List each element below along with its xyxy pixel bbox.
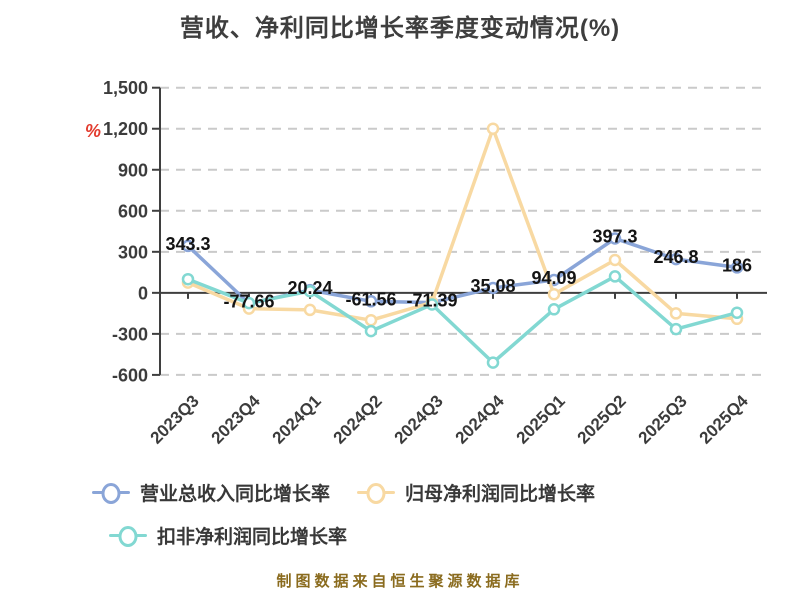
legend-dot-icon [118, 526, 138, 547]
y-axis-unit-label: % [85, 121, 102, 141]
series-marker[interactable] [181, 272, 195, 286]
x-tick-label: 2025Q4 [696, 391, 753, 448]
series-marker[interactable] [547, 287, 561, 301]
series-marker[interactable] [303, 303, 317, 317]
series-marker[interactable] [364, 324, 378, 338]
data-label: 186 [722, 255, 752, 275]
legend-line-marker-icon [357, 482, 395, 504]
legend-dot-icon [366, 483, 386, 504]
footer-note: 制图数据来自恒生聚源数据库 [276, 573, 524, 590]
legend-line-marker-icon [109, 525, 147, 547]
legend-item-1[interactable]: 营业总收入同比增长率 [92, 482, 330, 505]
legend-label: 扣非净利润同比增长率 [157, 526, 348, 548]
x-tick-label: 2024Q1 [269, 391, 325, 447]
data-label: 246.8 [653, 247, 698, 267]
x-tick-label: 2024Q3 [391, 391, 447, 447]
series-marker[interactable] [425, 298, 439, 311]
y-tick-label: 0 [138, 283, 148, 303]
series-marker[interactable] [730, 306, 744, 319]
y-tick-label: 600 [118, 201, 148, 221]
data-label: -77.66 [223, 292, 274, 312]
series-marker[interactable] [242, 296, 256, 310]
y-tick-label: -600 [112, 365, 148, 385]
legend-item-3[interactable]: 扣非净利润同比增长率 [109, 525, 347, 548]
y-tick-label: 900 [118, 160, 148, 180]
series-marker[interactable] [547, 303, 561, 316]
data-label: 94.09 [531, 268, 576, 288]
x-tick-label: 2025Q1 [513, 391, 569, 447]
chart-title: 营收、净利同比增长率季度变动情况(%) [179, 15, 621, 42]
series-marker[interactable] [486, 122, 500, 135]
legend-item-2[interactable]: 归母净利润同比增长率 [357, 482, 595, 505]
legend-label: 营业总收入同比增长率 [140, 483, 331, 505]
series-marker[interactable] [669, 307, 683, 320]
series-line [186, 126, 739, 322]
x-tick-label: 2025Q2 [574, 391, 630, 447]
y-tick-label: 300 [118, 242, 148, 262]
x-tick-label: 2024Q2 [330, 391, 386, 447]
data-label: 20.24 [287, 278, 332, 298]
series-marker[interactable] [608, 232, 622, 245]
data-label: 343.3 [165, 234, 210, 254]
x-tick-label: 2024Q4 [452, 391, 509, 448]
series-marker[interactable] [303, 284, 317, 298]
legend-line-marker-icon [92, 482, 130, 504]
data-label: 397.3 [592, 227, 637, 247]
series-marker[interactable] [486, 281, 500, 295]
series-marker[interactable] [364, 295, 378, 308]
series-marker[interactable] [730, 261, 744, 274]
series-marker[interactable] [669, 252, 683, 266]
x-tick-label: 2025Q3 [635, 391, 691, 447]
series-marker[interactable] [181, 239, 195, 253]
series-marker[interactable] [364, 313, 378, 327]
x-tick-label: 2023Q3 [147, 391, 203, 447]
y-tick-label: 1,200 [103, 119, 148, 139]
x-tick-label: 2023Q4 [208, 391, 265, 448]
data-label: -71.39 [406, 291, 457, 311]
series-marker[interactable] [608, 270, 622, 283]
y-tick-label: -300 [112, 324, 148, 344]
series-marker[interactable] [486, 356, 500, 369]
series-line [186, 274, 739, 365]
data-label: -61.56 [345, 289, 396, 309]
y-tick-label: 1,500 [103, 78, 148, 98]
data-label: 35.08 [470, 276, 515, 296]
legend-label: 归母净利润同比增长率 [405, 483, 596, 505]
legend-dot-icon [101, 483, 121, 504]
series-marker[interactable] [608, 253, 622, 267]
series-marker[interactable] [669, 322, 683, 336]
